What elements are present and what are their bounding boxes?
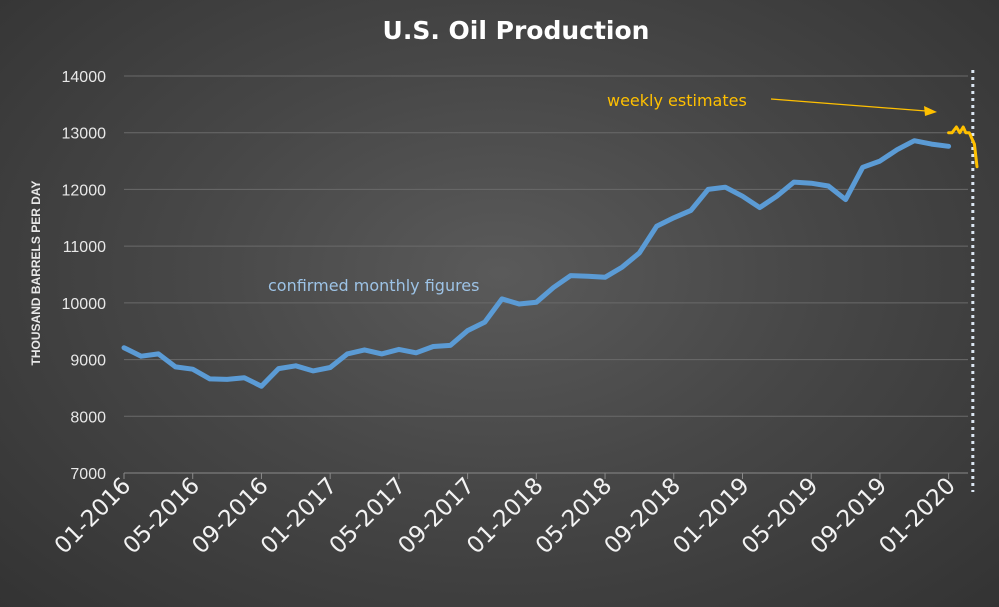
annotation-arrow <box>770 98 937 116</box>
y-tick-label: 9000 <box>70 353 106 370</box>
gridlines <box>124 75 968 474</box>
annotation-confirmed-monthly: confirmed monthly figures <box>268 276 479 295</box>
y-tick-label: 10000 <box>62 296 107 313</box>
y-tick-label: 13000 <box>62 126 107 143</box>
series-line-monthly <box>121 138 952 389</box>
y-tick-label: 14000 <box>62 69 107 86</box>
y-axis-ticks: 7000 8000 9000 10000 11000 12000 13000 14000 <box>62 69 107 483</box>
chart-title: U.S. Oil Production <box>383 16 650 45</box>
x-tick-label: 01-2020 <box>875 473 961 559</box>
y-tick-label: 8000 <box>70 409 106 426</box>
y-tick-label: 11000 <box>63 239 106 256</box>
annotation-weekly-estimates: weekly estimates <box>607 91 747 110</box>
y-tick-label: 12000 <box>62 182 107 199</box>
x-axis-ticks: 01-201605-201609-201601-201705-201709-20… <box>50 473 961 559</box>
y-tick-label: 7000 <box>70 466 106 483</box>
y-axis-label: THOUSAND BARRELS PER DAY <box>29 181 43 366</box>
series <box>121 70 979 492</box>
series-line-weekly <box>947 125 979 169</box>
